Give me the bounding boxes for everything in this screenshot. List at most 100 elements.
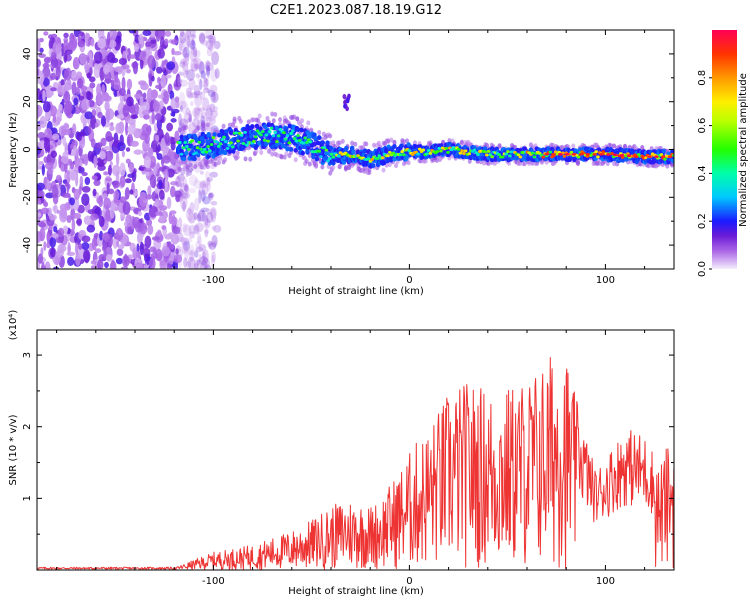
spectrogram-noise-speck	[147, 147, 154, 158]
ridge-peak-speck	[578, 152, 584, 156]
spectrogram-noise-speck	[39, 37, 44, 43]
spectrogram-noise-speck	[154, 198, 159, 208]
spectrogram-noise-speck	[161, 246, 171, 257]
ridge-band-speck	[344, 145, 349, 151]
spectrogram-noise-speck	[198, 186, 204, 196]
ridge-peak-speck	[592, 152, 597, 156]
spectrogram-noise-speck	[208, 33, 216, 46]
ridge-core-speck	[181, 146, 186, 150]
ridge-core-speck	[425, 152, 429, 156]
spectrogram-noise-speck	[184, 237, 193, 244]
colorbar-tick-label: 0.0	[697, 261, 708, 277]
spectrogram-noise-speck	[173, 190, 182, 198]
spectrogram-noise-speck	[151, 75, 155, 82]
spectrogram-noise-speck	[90, 213, 99, 221]
spectrogram-noise-speck	[198, 189, 202, 204]
spectrogram-noise-speck	[141, 50, 147, 58]
spectrogram-noise-speck	[207, 192, 213, 199]
spectrogram-noise-speck	[77, 204, 85, 214]
spectrogram-noise-speck	[149, 174, 157, 189]
spectrogram-blob-speck	[342, 94, 347, 100]
ridge-halo-speck	[401, 139, 406, 145]
ridge-core-speck	[400, 150, 404, 154]
ridge-core-speck	[548, 150, 553, 154]
spectrogram-noise-speck	[121, 76, 126, 91]
snr-x-axis-label: Height of straight line (km)	[288, 586, 424, 597]
ridge-core-speck	[388, 150, 392, 154]
spectrogram-noise-speck	[81, 90, 87, 96]
ridge-core-speck	[308, 140, 313, 144]
spectrogram-noise-speck	[146, 87, 153, 102]
ridge-band-speck	[262, 124, 268, 129]
ridge-core-speck	[289, 132, 293, 136]
spectrogram-noise-speck	[213, 40, 221, 50]
spectrogram-noise-speck	[189, 30, 196, 38]
ridge-core-speck	[407, 149, 412, 153]
ridge-peak-speck	[619, 153, 625, 157]
spectrogram-noise-speck	[157, 48, 165, 59]
spectrogram-noise-speck	[92, 188, 97, 197]
ridge-halo-speck	[381, 167, 386, 173]
spectrogram-noise-speck	[124, 187, 130, 200]
spectrogram-noise-speck	[62, 136, 67, 147]
spectrogram-noise-speck	[84, 111, 93, 120]
spectrogram-noise-speck	[183, 112, 192, 124]
spectrogram-noise-speck	[78, 165, 82, 171]
spectrogram-noise-speck	[188, 110, 192, 122]
ridge-halo-speck	[497, 143, 502, 149]
spectrogram-noise-speck	[152, 100, 160, 112]
ridge-core-speck	[269, 126, 274, 130]
spectrogram-noise-speck	[194, 259, 202, 269]
spectrogram-noise-speck	[44, 57, 49, 69]
spectrogram-noise-speck	[113, 190, 120, 201]
spectrogram-noise-speck	[164, 30, 172, 37]
spectrogram-noise-speck	[132, 247, 137, 259]
spectrogram-noise-speck	[170, 136, 175, 144]
ridge-halo-speck	[612, 143, 617, 149]
spectrogram-noise-speck	[174, 96, 180, 103]
spectrogram-noise-speck	[128, 162, 135, 173]
ridge-core-speck	[317, 149, 322, 153]
spectrogram-noise-speck	[191, 107, 201, 118]
ridge-core-speck	[266, 139, 270, 143]
spectrogram-noise-speck	[60, 79, 65, 86]
ridge-halo-speck	[299, 118, 304, 124]
spectrogram-noise-speck	[54, 36, 61, 44]
spectrogram-noise-speck	[159, 36, 165, 50]
spectrogram-noise-speck	[50, 150, 57, 158]
spectrogram-noise-speck	[182, 223, 188, 233]
ridge-halo-speck	[292, 114, 297, 120]
spectrogram-noise-speck	[189, 231, 195, 239]
spectrogram-noise-speck	[145, 194, 153, 200]
ridge-band-speck	[224, 129, 229, 134]
spectrogram-noise-speck	[209, 103, 216, 113]
spectrogram-noise-speck	[43, 241, 47, 251]
spectrogram-noise-speck	[164, 132, 170, 145]
ridge-halo-speck	[307, 161, 312, 167]
spectrogram-noise-speck	[147, 224, 154, 235]
spectrogram-noise-speck	[212, 105, 219, 113]
spectrogram-noise-speck	[193, 224, 200, 235]
spectrogram-noise-speck	[189, 244, 195, 256]
spectrogram-noise-speck	[208, 192, 215, 199]
spectrogram-noise-speck	[130, 140, 139, 147]
spectrogram-noise-speck	[58, 154, 62, 169]
spectrogram-noise-speck	[192, 46, 198, 58]
spectrogram-noise-speck	[98, 215, 105, 228]
ridge-halo-speck	[259, 149, 264, 155]
spectrogram-noise-speck	[209, 84, 218, 94]
spectrogram-noise-speck	[43, 137, 51, 152]
spectrogram-noise-speck	[86, 224, 96, 233]
ridge-core-speck	[268, 130, 272, 134]
spectrogram-noise-speck	[97, 38, 107, 49]
spectrogram-noise-speck	[185, 208, 194, 221]
spectrogram-noise-speck	[180, 196, 188, 210]
ridge-core-speck	[290, 129, 295, 133]
ridge-band-speck	[281, 132, 287, 138]
spectrogram-noise-speck	[69, 161, 74, 170]
ridge-halo-speck	[199, 164, 204, 170]
spectrogram-noise-speck	[166, 61, 176, 71]
spectrogram-noise-speck	[212, 92, 216, 102]
ridge-halo-speck	[251, 117, 256, 123]
spectrogram-noise-speck	[99, 230, 104, 241]
